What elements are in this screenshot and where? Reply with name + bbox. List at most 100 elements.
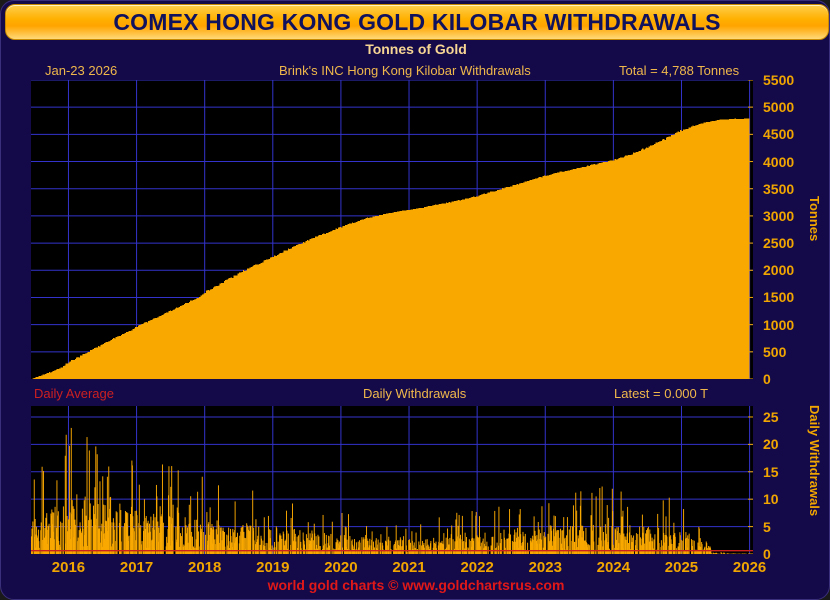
daily-bar	[427, 539, 428, 554]
daily-bar	[75, 525, 76, 554]
daily-bar	[688, 539, 689, 554]
daily-bar	[329, 546, 330, 554]
daily-bar	[682, 541, 683, 554]
daily-bar	[66, 435, 67, 554]
daily-bar	[382, 545, 383, 554]
daily-bar	[589, 545, 590, 554]
daily-bar	[347, 549, 348, 554]
daily-bar	[78, 538, 79, 554]
daily-bar	[202, 477, 203, 554]
daily-bar	[541, 506, 542, 554]
top-series-label: Brink's INC Hong Kong Kilobar Withdrawal…	[279, 63, 531, 81]
daily-bar	[90, 503, 91, 554]
daily-bar	[53, 513, 54, 554]
daily-bar	[135, 511, 136, 554]
daily-bar	[278, 542, 279, 554]
daily-bar	[166, 537, 167, 554]
top-date-label: Jan-23 2026	[45, 63, 117, 81]
daily-bar	[141, 544, 142, 554]
daily-bar	[63, 506, 64, 554]
daily-bar	[173, 505, 174, 554]
daily-bar	[281, 539, 282, 554]
daily-bar	[613, 545, 614, 554]
daily-bar	[462, 542, 463, 554]
daily-bar	[348, 514, 349, 554]
daily-bar	[367, 538, 368, 554]
daily-bar	[125, 511, 126, 554]
daily-bar	[587, 545, 588, 554]
daily-bar	[694, 541, 695, 554]
daily-bar	[508, 538, 509, 554]
daily-bar	[434, 543, 435, 554]
daily-bar	[596, 496, 597, 554]
daily-bar	[571, 541, 572, 554]
y-tick-top: 3500	[763, 181, 794, 197]
daily-bar	[428, 545, 429, 554]
daily-bars-group	[31, 428, 747, 554]
daily-bar	[653, 539, 654, 554]
daily-bar	[117, 512, 118, 554]
cumulative-area-chart	[31, 80, 753, 379]
daily-bar	[459, 515, 460, 554]
y-tick-bottom: 10	[763, 491, 779, 507]
daily-bar	[534, 516, 535, 554]
daily-bar	[55, 507, 56, 554]
daily-bar	[363, 537, 364, 554]
daily-bar	[378, 540, 379, 554]
daily-bar	[728, 553, 729, 554]
daily-bar	[433, 538, 434, 554]
daily-bar	[598, 538, 599, 554]
daily-bar	[387, 545, 388, 554]
daily-bar	[644, 544, 645, 554]
x-tick-label: 2026	[725, 559, 775, 576]
daily-bar	[236, 537, 237, 554]
daily-bar	[661, 540, 662, 554]
daily-bar	[498, 507, 499, 554]
daily-bar	[479, 537, 480, 554]
x-tick-label: 2017	[112, 559, 162, 576]
daily-bar	[334, 549, 335, 554]
daily-bar	[407, 552, 408, 554]
daily-bar	[58, 541, 59, 554]
daily-bar	[179, 526, 180, 554]
daily-bar	[295, 541, 296, 554]
daily-bar	[716, 553, 717, 554]
page-title: COMEX HONG KONG GOLD KILOBAR WITHDRAWALS	[113, 9, 720, 36]
y-tick-bottom: 20	[763, 436, 779, 452]
daily-bar	[361, 537, 362, 554]
daily-bar	[91, 520, 92, 554]
daily-bar	[144, 499, 145, 554]
daily-bar	[197, 492, 198, 554]
bottom-axis-title: Daily Withdrawals	[807, 405, 822, 516]
daily-bar	[473, 538, 474, 554]
daily-bar	[627, 507, 628, 554]
daily-bar	[369, 539, 370, 554]
daily-bar	[142, 541, 143, 554]
daily-bar	[722, 553, 723, 554]
daily-bar	[208, 522, 209, 554]
daily-bar	[714, 553, 715, 554]
daily-bar	[124, 523, 125, 554]
x-tick-label: 2019	[248, 559, 298, 576]
y-tick-top: 2500	[763, 235, 794, 251]
daily-bar	[711, 553, 712, 554]
daily-bar	[109, 509, 110, 554]
daily-plot-svg	[31, 406, 753, 554]
daily-bar	[37, 538, 38, 554]
daily-withdrawals-chart	[31, 406, 753, 554]
x-tick-label: 2022	[452, 559, 502, 576]
daily-bar	[250, 526, 251, 554]
daily-bar	[466, 537, 467, 554]
daily-bar	[332, 522, 333, 554]
daily-bar	[494, 511, 495, 554]
daily-bar	[214, 539, 215, 554]
daily-bar	[622, 517, 623, 554]
daily-bar	[618, 543, 619, 554]
y-tick-bottom: 25	[763, 409, 779, 425]
daily-bar	[313, 540, 314, 554]
daily-bar	[155, 517, 156, 554]
y-tick-top: 2000	[763, 262, 794, 278]
daily-bar	[585, 541, 586, 554]
daily-bar	[521, 543, 522, 554]
daily-bar	[32, 522, 33, 555]
